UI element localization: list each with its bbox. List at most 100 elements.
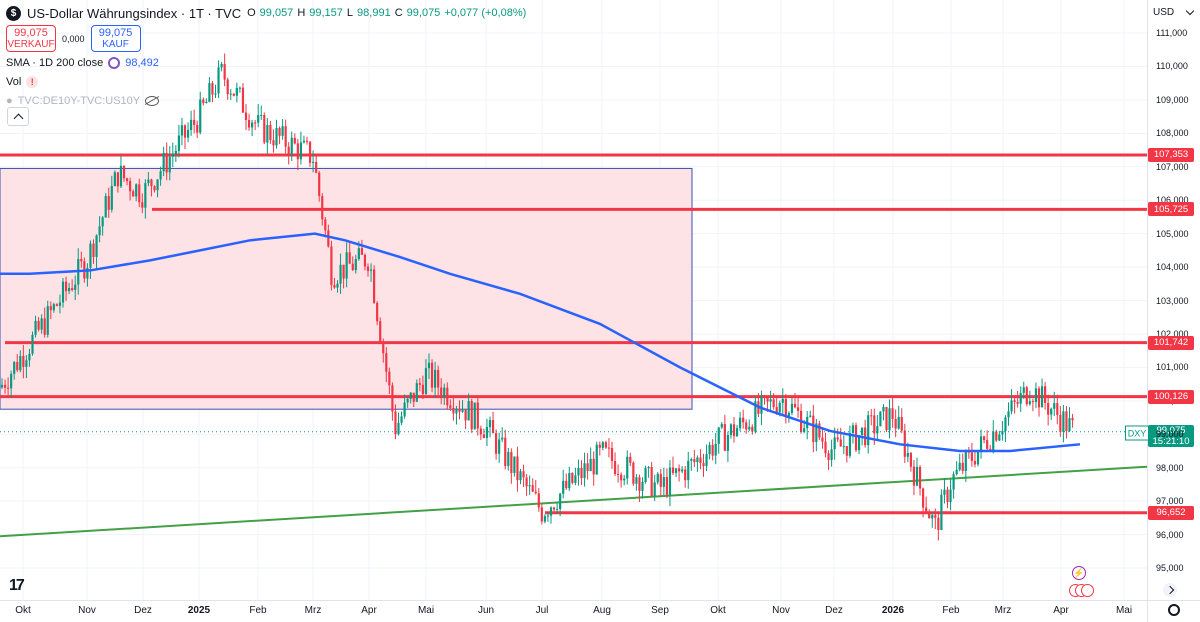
candle-body [101, 217, 104, 227]
candle-body [922, 488, 925, 508]
symbol-title-row[interactable]: $ US-Dollar Währungsindex · 1T · TVC O 99… [6, 4, 526, 22]
candle-body [260, 114, 263, 116]
ohlc-change: +0,077 (+0,08%) [444, 7, 527, 19]
candle-body [171, 153, 174, 157]
candle-body [516, 456, 519, 481]
candle-body [604, 442, 607, 448]
sma-label[interactable]: SMA · 1D 200 close [6, 56, 104, 69]
candle-body [485, 427, 489, 438]
axis-corner [1147, 600, 1200, 622]
collapse-legend-button[interactable] [7, 107, 29, 126]
candle-body [247, 120, 251, 128]
tradingview-logo-icon[interactable]: 17 [9, 577, 25, 594]
candle-body [382, 342, 385, 354]
candle-body [241, 87, 245, 113]
candle-body [833, 437, 836, 450]
candle-body [116, 172, 119, 187]
candle-body [678, 468, 681, 472]
ohlc-open: 99,057 [259, 7, 294, 19]
sma-indicator-row[interactable]: SMA · 1D 200 close 98,492 [6, 54, 526, 71]
trade-buttons: 99,075 VERKAUF 0,000 99,075 KAUF [6, 25, 526, 52]
price-tick-label: 98,000 [1156, 462, 1184, 473]
price-tick-label: 107,000 [1156, 161, 1189, 172]
loading-spinner-icon [108, 56, 121, 69]
candle-body [629, 456, 632, 463]
candle-body [254, 122, 257, 124]
time-axis[interactable] [0, 600, 1147, 622]
candle-body [821, 437, 824, 442]
candle-body [1044, 386, 1047, 403]
candle-body [238, 87, 241, 89]
candle-body [934, 515, 937, 518]
currency-selector[interactable]: USD [1149, 3, 1197, 21]
candle-body [781, 398, 784, 403]
ohlc-key-open: O [247, 7, 256, 19]
time-tick-label: 2026 [881, 605, 905, 616]
candle-body [104, 196, 107, 218]
candle-body [839, 439, 842, 447]
price-chart[interactable] [0, 0, 1147, 600]
candle-body [848, 432, 851, 456]
candle-body [40, 318, 43, 330]
buy-price: 99,075 [98, 26, 133, 39]
candle-body [159, 171, 162, 180]
chevron-up-icon [13, 113, 23, 123]
candle-body [226, 79, 229, 95]
price-tick-label: 102,000 [1156, 328, 1189, 339]
price-axis[interactable] [1147, 0, 1200, 600]
candle-body [568, 472, 571, 489]
candle-body [998, 434, 1001, 441]
time-tick-label: Jun [477, 605, 495, 616]
candle-body [193, 119, 196, 125]
flash-event-icon[interactable]: ⚡ [1072, 566, 1086, 580]
warning-icon[interactable]: ! [26, 75, 39, 88]
time-tick-label: Okt [710, 605, 726, 616]
candle-body [720, 424, 723, 428]
candle-body [98, 226, 101, 236]
candle-body [906, 452, 909, 457]
candle-body [641, 482, 644, 491]
buy-button[interactable]: 99,075 KAUF [90, 25, 141, 52]
ohlc-low: 98,991 [357, 7, 391, 19]
time-tick-label: Dez [134, 605, 152, 616]
symbol-title[interactable]: US-Dollar Währungsindex · 1T · TVC [27, 5, 242, 21]
vol-label[interactable]: Vol [6, 75, 22, 88]
price-tick-label: 101,000 [1156, 362, 1189, 373]
main-chart-pane[interactable]: $ US-Dollar Währungsindex · 1T · TVC O 99… [0, 0, 1147, 600]
time-tick-label: Mrz [994, 605, 1012, 616]
compare-dot-icon: ● [6, 94, 13, 107]
candle-body [110, 186, 113, 210]
candle-body [610, 447, 614, 461]
sell-button[interactable]: 99,075 VERKAUF [6, 25, 56, 52]
candle-body [165, 152, 168, 173]
candle-body [650, 466, 653, 496]
candle-body [897, 417, 900, 429]
candle-body [138, 184, 141, 203]
price-tick-label: 111,000 [1156, 28, 1188, 38]
candle-body [729, 424, 733, 436]
price-tick-label: 104,000 [1156, 262, 1189, 273]
hidden-eye-icon[interactable] [145, 95, 160, 106]
compare-label[interactable]: TVC:DE10Y-TVC:US10Y [17, 94, 141, 107]
candle-body [34, 320, 37, 335]
compare-indicator-row[interactable]: ● TVC:DE10Y-TVC:US10Y [6, 92, 526, 109]
candle-body [427, 362, 431, 369]
candle-body [528, 485, 531, 487]
candle-body [592, 458, 595, 475]
sell-price: 99,075 [14, 26, 48, 39]
candle-body [223, 63, 226, 80]
us-economic-event-icon[interactable] [1069, 584, 1095, 597]
candle-body [793, 403, 797, 408]
candle-body [61, 281, 65, 303]
settings-gear-icon[interactable] [1168, 604, 1180, 616]
candle-body [534, 491, 537, 494]
candle-body [1019, 392, 1022, 404]
vol-indicator-row[interactable]: Vol ! [6, 73, 526, 90]
candle-body [507, 451, 510, 467]
candle-body [973, 460, 977, 465]
candle-body [745, 422, 748, 430]
candle-body [766, 396, 769, 402]
sell-label: VERKAUF [7, 38, 55, 50]
go-to-realtime-button[interactable] [1163, 583, 1177, 597]
candle-body [446, 387, 449, 406]
